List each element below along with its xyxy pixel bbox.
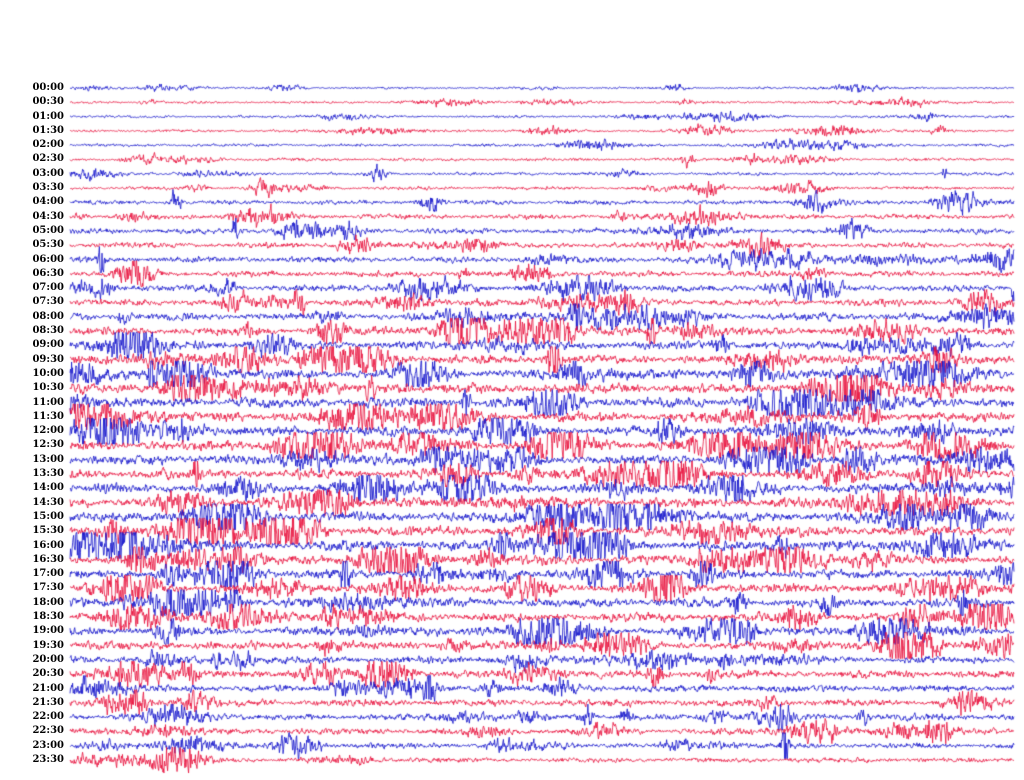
time-label: 23:00 (32, 739, 64, 751)
time-label: 05:00 (32, 224, 64, 236)
time-label: 12:30 (32, 439, 64, 451)
time-label: 21:30 (32, 696, 64, 708)
time-label: 20:00 (32, 653, 64, 665)
time-label: 18:00 (32, 596, 64, 608)
time-label: 20:30 (32, 668, 64, 680)
time-label: 00:30 (32, 96, 64, 108)
time-label: 06:00 (32, 253, 64, 265)
time-label: 15:30 (32, 525, 64, 537)
time-label: 02:30 (32, 153, 64, 165)
time-label: 13:30 (32, 468, 64, 480)
time-label: 07:30 (32, 296, 64, 308)
time-label: 03:30 (32, 182, 64, 194)
time-label: 21:00 (32, 682, 64, 694)
time-label: 09:00 (32, 339, 64, 351)
time-label: 05:30 (32, 239, 64, 251)
time-label: 06:30 (32, 267, 64, 279)
time-label: 19:00 (32, 625, 64, 637)
time-label: 10:00 (32, 367, 64, 379)
time-label: 16:00 (32, 539, 64, 551)
time-label: 08:30 (32, 325, 64, 337)
time-label: 07:00 (32, 282, 64, 294)
time-label: 19:30 (32, 639, 64, 651)
time-label: 14:30 (32, 496, 64, 508)
time-label: 13:00 (32, 453, 64, 465)
time-label: 00:00 (32, 82, 64, 93)
time-label: 04:00 (32, 196, 64, 208)
time-label: 22:00 (32, 711, 64, 723)
time-label: 11:00 (32, 396, 64, 408)
time-label: 18:30 (32, 611, 64, 623)
time-label: 16:30 (32, 553, 64, 565)
time-label: 14:00 (32, 482, 64, 494)
time-label: 02:00 (32, 139, 64, 151)
time-label: 04:30 (32, 210, 64, 222)
time-label: 01:30 (32, 124, 64, 136)
time-label: 11:30 (32, 410, 64, 422)
time-label: 12:00 (32, 425, 64, 437)
time-label: 22:30 (32, 725, 64, 737)
time-label: 09:30 (32, 353, 64, 365)
time-label: 15:00 (32, 510, 64, 522)
time-label: 03:00 (32, 167, 64, 179)
time-label: 10:30 (32, 382, 64, 394)
time-label: 17:30 (32, 582, 64, 594)
time-label: 17:00 (32, 568, 64, 580)
time-label: 01:00 (32, 110, 64, 122)
time-label: 23:30 (32, 754, 64, 765)
time-label: 08:00 (32, 310, 64, 322)
